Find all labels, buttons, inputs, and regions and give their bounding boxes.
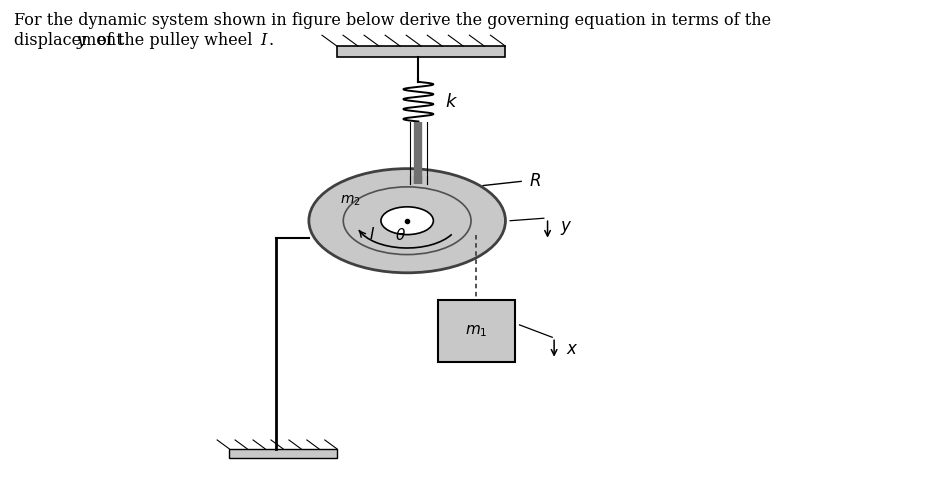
Text: $m_2$: $m_2$ <box>340 193 360 208</box>
Text: y: y <box>77 32 86 49</box>
Bar <box>229 449 337 458</box>
Text: For the dynamic system shown in figure below derive the governing equation in te: For the dynamic system shown in figure b… <box>14 12 771 29</box>
Circle shape <box>381 207 433 235</box>
Circle shape <box>309 169 505 273</box>
Text: $y$: $y$ <box>560 219 572 237</box>
Text: $\theta$: $\theta$ <box>395 227 406 243</box>
Bar <box>438 300 515 362</box>
Text: .: . <box>269 32 273 49</box>
Text: displacement: displacement <box>14 32 128 49</box>
Bar <box>337 46 505 57</box>
Circle shape <box>344 187 471 254</box>
Text: $R$: $R$ <box>529 173 541 189</box>
Text: $m_1$: $m_1$ <box>465 323 488 339</box>
Text: $k$: $k$ <box>445 93 458 111</box>
Text: I: I <box>260 32 267 49</box>
Text: $x$: $x$ <box>566 341 578 358</box>
Text: $I$: $I$ <box>369 226 374 242</box>
Text: of the pulley wheel: of the pulley wheel <box>92 32 257 49</box>
